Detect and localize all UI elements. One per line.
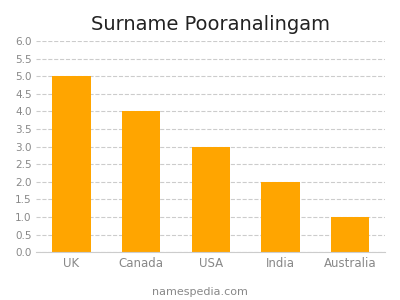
Bar: [122, 112, 160, 252]
Bar: [192, 147, 230, 252]
Title: Surname Pooranalingam: Surname Pooranalingam: [91, 15, 330, 34]
Text: namespedia.com: namespedia.com: [152, 287, 248, 297]
Bar: [52, 76, 91, 252]
Bar: [261, 182, 300, 252]
Bar: [331, 217, 369, 252]
